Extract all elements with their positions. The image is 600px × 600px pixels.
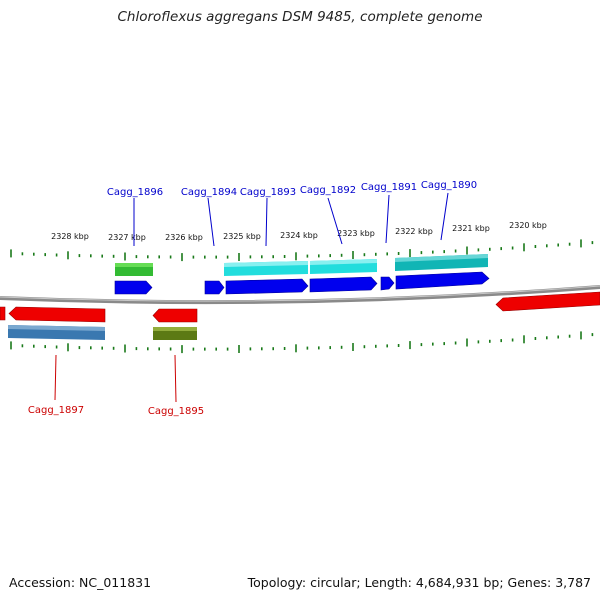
gene-labels: Cagg_1896 Cagg_1894 Cagg_1893 Cagg_1892 … — [28, 180, 477, 417]
forward-genes — [114, 271, 490, 295]
leader-cagg-1897 — [54, 354, 57, 401]
tick-label-2324: 2324 kbp — [280, 231, 318, 240]
scale-labels: 2328 kbp 2327 kbp 2326 kbp 2325 kbp 2324… — [51, 221, 547, 242]
forward-features — [115, 254, 488, 276]
tick-label-2326: 2326 kbp — [165, 233, 203, 242]
gene-arrow-left-edge[interactable] — [0, 306, 6, 321]
label-cagg-1897[interactable]: Cagg_1897 — [28, 405, 84, 416]
leader-cagg-1891 — [385, 194, 390, 244]
label-cagg-1892[interactable]: Cagg_1892 — [300, 185, 356, 196]
genome-backbone-highlight — [0, 285, 600, 302]
feature-bar-cagg-1893-shade — [224, 261, 308, 267]
genome-summary-text: Topology: circular; Length: 4,684,931 bp… — [247, 575, 591, 590]
label-cagg-1891[interactable]: Cagg_1891 — [361, 182, 417, 193]
leader-cagg-1895 — [174, 354, 177, 403]
reverse-features — [8, 325, 197, 340]
gene-arrow-cagg-1895[interactable] — [152, 308, 198, 323]
leader-cagg-1893 — [265, 197, 268, 247]
feature-bar-cagg-1890-shade — [395, 254, 488, 262]
tick-label-2325: 2325 kbp — [223, 232, 261, 241]
scale-ticks-top — [10, 239, 594, 262]
gene-arrow-cagg-1894[interactable] — [204, 280, 225, 295]
label-cagg-1895[interactable]: Cagg_1895 — [148, 406, 204, 417]
feature-bar-cagg-1897-shade — [8, 325, 105, 331]
gene-arrow-cagg-1896[interactable] — [114, 280, 153, 295]
scale-ticks-bottom — [10, 331, 594, 354]
tick-label-2327: 2327 kbp — [108, 233, 146, 242]
accession-text: Accession: NC_011831 — [9, 575, 152, 590]
genome-backbone — [0, 285, 600, 305]
label-cagg-1896[interactable]: Cagg_1896 — [107, 187, 163, 198]
tick-label-2320: 2320 kbp — [509, 221, 547, 230]
leader-cagg-1890 — [440, 192, 449, 241]
label-cagg-1893[interactable]: Cagg_1893 — [240, 187, 296, 198]
tick-label-2321: 2321 kbp — [452, 224, 490, 233]
tick-label-2322: 2322 kbp — [395, 227, 433, 236]
reverse-genes — [0, 291, 600, 323]
feature-bar-cagg-1896-shade — [115, 263, 153, 267]
gene-arrow-cagg-1893[interactable] — [225, 278, 309, 295]
map-title: Chloroflexus aggregans DSM 9485, complet… — [117, 9, 483, 25]
feature-bar-cagg-1895-shade — [153, 327, 197, 331]
gene-arrow-right-edge[interactable] — [495, 291, 600, 312]
tick-label-2323: 2323 kbp — [337, 229, 375, 238]
gene-arrow-cagg-1897[interactable] — [8, 306, 106, 323]
leader-cagg-1894 — [207, 197, 215, 247]
label-cagg-1894[interactable]: Cagg_1894 — [181, 187, 237, 198]
leader-cagg-1892 — [327, 197, 343, 245]
feature-bar-cagg-1892-shade — [310, 259, 377, 265]
tick-label-2328: 2328 kbp — [51, 232, 89, 241]
gene-arrow-cagg-1892[interactable] — [309, 276, 378, 293]
gene-arrow-cagg-1890[interactable] — [395, 271, 490, 290]
label-leaders — [54, 192, 449, 403]
label-cagg-1890[interactable]: Cagg_1890 — [421, 180, 477, 191]
gene-arrow-cagg-1891[interactable] — [380, 276, 395, 291]
